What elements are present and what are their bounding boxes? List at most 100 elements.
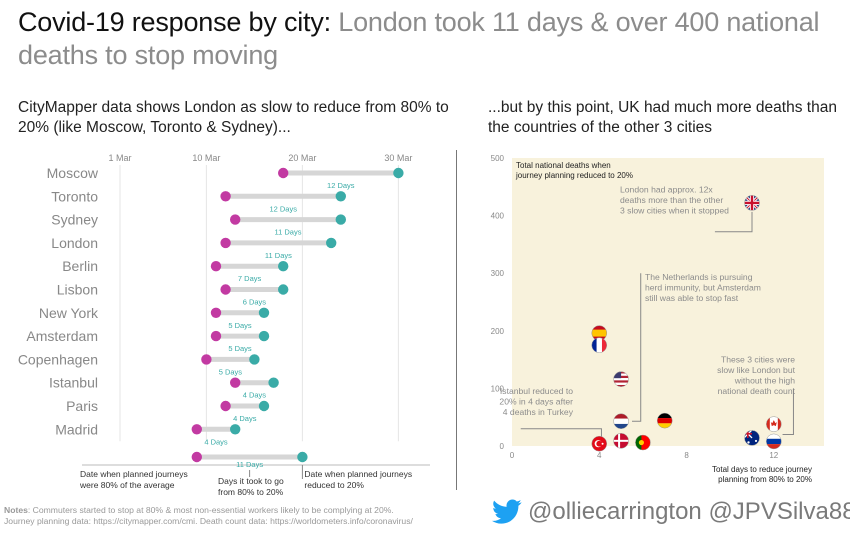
dk-flag xyxy=(613,433,629,449)
x-tick-label: 10 Mar xyxy=(192,153,220,163)
panel-divider xyxy=(456,150,457,490)
end-point xyxy=(335,214,346,225)
y-axis-label: journey planning reduced to 20% xyxy=(515,171,633,180)
days-label: 12 Days xyxy=(269,204,297,213)
start-point xyxy=(230,377,241,388)
start-point xyxy=(220,284,231,295)
start-point xyxy=(230,214,241,225)
end-point xyxy=(258,330,270,342)
notes-line1: : Commuters started to stop at 80% & mos… xyxy=(27,505,394,515)
y-tick-label: 400 xyxy=(491,212,505,221)
end-point xyxy=(278,284,289,295)
annotation-leader xyxy=(520,428,602,438)
end-point xyxy=(249,354,260,365)
de-flag xyxy=(656,412,673,429)
days-label: 4 Days xyxy=(204,437,228,446)
annotation-leader xyxy=(632,273,642,422)
us-flag xyxy=(613,371,629,387)
end-point xyxy=(258,307,270,318)
start-point xyxy=(191,424,202,435)
y-tick-label: 500 xyxy=(491,154,505,163)
fr-flag xyxy=(591,337,608,353)
start-point xyxy=(278,167,289,179)
end-point xyxy=(258,400,270,412)
city-label: Amsterdam xyxy=(26,328,98,344)
notes: Notes: Commuters started to stop at 80% … xyxy=(4,505,474,527)
annotation-leader xyxy=(782,388,794,435)
page-title: Covid-19 response by city: London took 1… xyxy=(18,6,838,72)
start-point xyxy=(201,354,212,365)
x-axis-label: planning from 80% to 20% xyxy=(718,475,812,484)
city-label: Paris xyxy=(66,398,98,414)
uk-annotation: London had approx. 12x xyxy=(620,185,713,195)
title-rest: London took 11 days & over 400 national … xyxy=(18,7,820,70)
start-point xyxy=(220,400,231,412)
dumbbell-chart: 1 Mar 10 Mar 20 Mar 30 Mar Moscow 12 Days Toro… xyxy=(18,153,430,497)
x-tick-label: 8 xyxy=(684,451,689,460)
city-label: Toronto xyxy=(51,188,98,204)
slow-cities-annotation: national death count xyxy=(718,386,796,396)
start-point xyxy=(220,191,231,202)
legend-duration-text: Days it took to go xyxy=(218,476,284,486)
x-axis-label: Total days to reduce journey xyxy=(712,465,812,474)
x-tick-label: 12 xyxy=(769,451,778,460)
city-label: Copenhagen xyxy=(18,351,98,367)
days-label: 5 Days xyxy=(228,321,252,330)
plot-area xyxy=(512,158,824,446)
handles-text: @olliecarrington @JPVSilva88 xyxy=(528,498,850,525)
days-label: 6 Days xyxy=(243,298,267,307)
city-label: London xyxy=(51,235,98,251)
pt-flag xyxy=(635,434,651,451)
tr-flag xyxy=(591,435,608,452)
ru-flag xyxy=(766,433,782,450)
legend-end-text: reduced to 20% xyxy=(304,480,364,490)
netherlands-annotation: The Netherlands is pursuing xyxy=(645,272,753,282)
legend-days-label: 11 Days xyxy=(236,460,263,469)
city-label: Moscow xyxy=(47,165,99,181)
days-label: 5 Days xyxy=(228,344,252,353)
netherlands-annotation: still was able to stop fast xyxy=(645,293,739,303)
istanbul-annotation: 20% in 4 days after xyxy=(499,397,573,407)
y-tick-label: 0 xyxy=(500,442,505,451)
notes-line2: Journey planning data: https://citymappe… xyxy=(4,516,413,526)
slow-cities-annotation: These 3 cities were xyxy=(721,354,795,364)
y-axis-label: Total national deaths when xyxy=(516,161,611,170)
start-point xyxy=(210,307,222,318)
y-tick-label: 200 xyxy=(491,327,505,336)
x-tick-label: 20 Mar xyxy=(288,153,316,163)
nl-flag xyxy=(613,413,629,429)
legend-duration-text: from 80% to 20% xyxy=(218,487,284,497)
right-subtitle: ...but by this point, UK had much more d… xyxy=(488,99,837,136)
x-tick-label: 0 xyxy=(510,451,515,460)
end-point xyxy=(268,377,279,388)
twitter-handles: @olliecarrington @JPVSilva88 xyxy=(492,498,850,526)
x-tick-label: 30 Mar xyxy=(384,153,412,163)
city-label: Istanbul xyxy=(49,375,98,391)
end-point xyxy=(278,261,289,272)
x-tick-label: 4 xyxy=(597,451,602,460)
netherlands-annotation: herd immunity, but Amsterdam xyxy=(645,283,761,293)
slow-cities-annotation: slow like London but xyxy=(717,365,795,375)
y-tick-label: 300 xyxy=(491,269,505,278)
city-label: Madrid xyxy=(55,421,98,437)
start-point xyxy=(220,237,231,249)
city-label: Lisbon xyxy=(57,282,98,298)
x-tick-label: 1 Mar xyxy=(108,153,131,163)
y-tick-label: 100 xyxy=(491,384,505,393)
slow-cities-annotation: without the high xyxy=(734,375,795,385)
istanbul-annotation: 4 deaths in Turkey xyxy=(503,407,574,417)
start-point xyxy=(210,330,222,342)
legend-end-text: Date when planned journeys xyxy=(304,469,412,479)
end-point xyxy=(326,237,337,249)
days-label: 4 Days xyxy=(233,414,257,423)
uk-annotation: deaths more than the other xyxy=(620,195,723,205)
end-point xyxy=(393,167,404,179)
city-label: Sydney xyxy=(51,212,98,228)
deaths-scatter-chart: 0 100 200 300 400 500 0 4 8 12 Total national deat… xyxy=(491,154,824,484)
annotation-leader xyxy=(714,211,753,233)
days-label: 12 Days xyxy=(327,181,355,190)
legend-start-point xyxy=(191,451,202,463)
city-label: Berlin xyxy=(62,258,98,274)
days-label: 11 Days xyxy=(275,228,302,237)
uk-annotation: 3 slow cities when it stopped xyxy=(620,206,729,216)
